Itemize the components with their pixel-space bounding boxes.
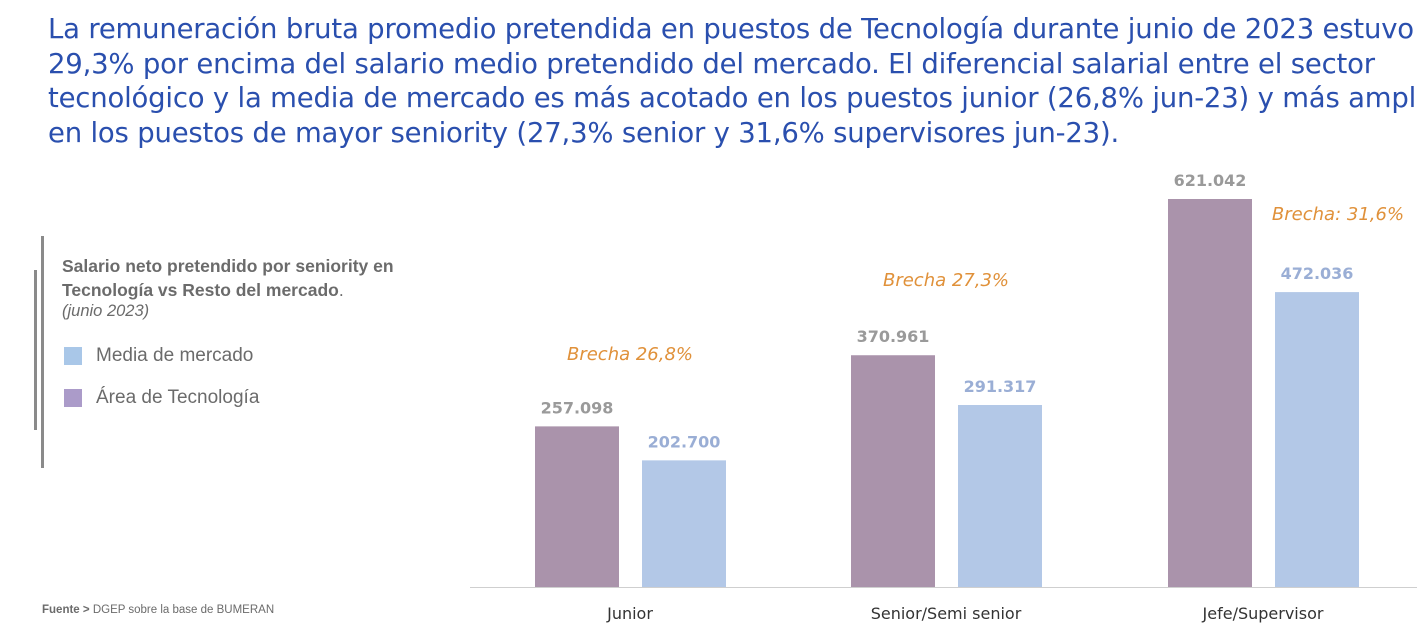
headline-line-3: tecnológico y la media de mercado es más…	[48, 82, 1417, 114]
category-label-2: Senior/Semi senior	[871, 604, 1022, 623]
bar-tech-3	[1168, 199, 1252, 587]
chart-title-text: Salario neto pretendido por seniority en…	[62, 256, 394, 300]
chart-subtitle: (junio 2023)	[62, 302, 150, 320]
legend-divider-inner	[34, 270, 37, 430]
headline-line-1: La remuneración bruta promedio pretendid…	[48, 13, 1414, 45]
value-label-tech-1: 257.098	[541, 398, 614, 417]
legend-swatch-market	[64, 347, 82, 365]
category-label-1: Junior	[606, 604, 653, 623]
legend-label-tech: Área de Tecnología	[96, 387, 260, 408]
headline: La remuneración bruta promedio pretendid…	[48, 12, 1417, 150]
brecha-annotation-3: Brecha: 31,6%	[1272, 204, 1404, 225]
legend-swatch-tech	[64, 389, 82, 407]
value-label-tech-2: 370.961	[857, 327, 930, 346]
value-label-tech-3: 621.042	[1174, 171, 1247, 190]
bar-tech-1	[535, 426, 619, 587]
legend-label-market: Media de mercado	[96, 345, 254, 366]
source-text: DGEP sobre la base de BUMERAN	[92, 604, 275, 616]
legend-item-market: Media de mercado	[64, 345, 253, 367]
chart-title: Salario neto pretendido por seniority en…	[62, 254, 462, 302]
headline-line-4: en los puestos de mayor seniority (27,3%…	[48, 116, 1120, 149]
value-label-market-2: 291.317	[964, 377, 1037, 396]
legend-divider-outer	[41, 236, 44, 468]
value-label-market-3: 472.036	[1281, 264, 1354, 283]
source-prefix: Fuente >	[42, 604, 90, 616]
category-label-3: Jefe/Supervisor	[1202, 604, 1324, 623]
headline-line-2: 29,3% por encima del salario medio prete…	[48, 47, 1375, 80]
bar-market-3	[1275, 292, 1359, 587]
source-note: Fuente > DGEP sobre la base de BUMERAN	[42, 604, 274, 616]
chart-title-period: .	[338, 280, 344, 300]
bar-tech-2	[851, 355, 935, 587]
brecha-annotation-1: Brecha 26,8%	[567, 344, 693, 365]
bar-market-1	[642, 460, 726, 587]
legend-item-tech: Área de Tecnología	[64, 387, 259, 409]
brecha-annotation-2: Brecha 27,3%	[883, 270, 1009, 291]
value-label-market-1: 202.700	[648, 432, 721, 451]
bar-market-2	[958, 404, 1042, 587]
